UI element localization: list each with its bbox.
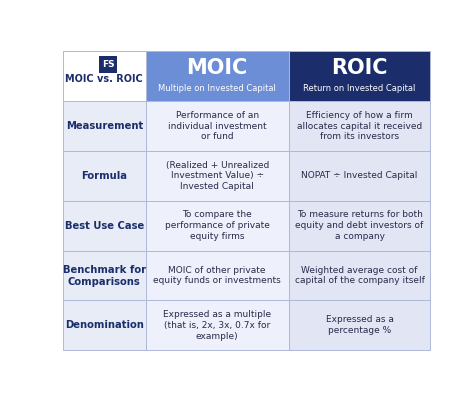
FancyBboxPatch shape xyxy=(63,201,146,251)
FancyBboxPatch shape xyxy=(146,301,289,350)
FancyBboxPatch shape xyxy=(63,51,146,101)
FancyBboxPatch shape xyxy=(63,101,146,151)
Text: To measure returns for both
equity and debt investors of
a company: To measure returns for both equity and d… xyxy=(295,210,424,241)
Text: Performance of an
individual investment
or fund: Performance of an individual investment … xyxy=(168,111,266,141)
Text: Return on Invested Capital: Return on Invested Capital xyxy=(303,84,416,93)
FancyBboxPatch shape xyxy=(289,201,430,251)
Text: Benchmark for
Comparisons: Benchmark for Comparisons xyxy=(63,264,146,287)
FancyBboxPatch shape xyxy=(63,151,146,201)
FancyBboxPatch shape xyxy=(289,51,430,101)
FancyBboxPatch shape xyxy=(63,301,146,350)
FancyBboxPatch shape xyxy=(289,101,430,151)
Text: Weighted average cost of
capital of the company itself: Weighted average cost of capital of the … xyxy=(295,266,425,285)
FancyBboxPatch shape xyxy=(146,151,289,201)
Text: Formula: Formula xyxy=(81,171,127,181)
FancyBboxPatch shape xyxy=(289,151,430,201)
Text: MOIC of other private
equity funds or investments: MOIC of other private equity funds or in… xyxy=(153,266,281,285)
FancyBboxPatch shape xyxy=(289,301,430,350)
FancyBboxPatch shape xyxy=(289,251,430,301)
Text: (Realized + Unrealized
Investment Value) ÷
Invested Capital: (Realized + Unrealized Investment Value)… xyxy=(165,161,269,191)
FancyBboxPatch shape xyxy=(146,201,289,251)
Text: Efficiency of how a firm
allocates capital it received
from its investors: Efficiency of how a firm allocates capit… xyxy=(297,111,422,141)
FancyBboxPatch shape xyxy=(146,101,289,151)
Text: Best Use Case: Best Use Case xyxy=(64,221,144,231)
Text: MOIC vs. ROIC: MOIC vs. ROIC xyxy=(65,73,143,83)
FancyBboxPatch shape xyxy=(146,251,289,301)
Text: Measurement: Measurement xyxy=(65,121,143,131)
FancyBboxPatch shape xyxy=(146,51,289,101)
Text: FS: FS xyxy=(102,60,114,69)
Text: ROIC: ROIC xyxy=(331,58,388,78)
Text: Denomination: Denomination xyxy=(65,320,144,330)
FancyBboxPatch shape xyxy=(63,251,146,301)
Text: To compare the
performance of private
equity firms: To compare the performance of private eq… xyxy=(165,210,270,241)
FancyBboxPatch shape xyxy=(99,56,117,73)
Text: MOIC: MOIC xyxy=(187,58,248,78)
Text: NOPAT ÷ Invested Capital: NOPAT ÷ Invested Capital xyxy=(301,172,418,180)
Text: Expressed as a multiple
(that is, 2x, 3x, 0.7x for
example): Expressed as a multiple (that is, 2x, 3x… xyxy=(163,310,271,341)
Text: Expressed as a
percentage %: Expressed as a percentage % xyxy=(326,316,393,335)
Text: Multiple on Invested Capital: Multiple on Invested Capital xyxy=(158,84,276,93)
